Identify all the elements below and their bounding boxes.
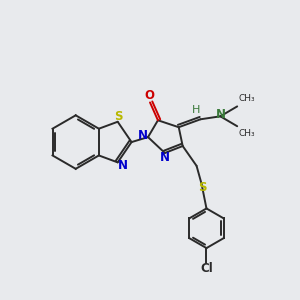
- Text: S: S: [198, 181, 207, 194]
- Text: H: H: [191, 105, 200, 116]
- Text: N: N: [160, 152, 170, 164]
- Text: N: N: [118, 159, 128, 172]
- Text: CH₃: CH₃: [238, 94, 255, 103]
- Text: N: N: [216, 108, 226, 121]
- Text: N: N: [138, 129, 148, 142]
- Text: S: S: [114, 110, 123, 123]
- Text: CH₃: CH₃: [238, 129, 255, 138]
- Text: O: O: [144, 89, 154, 102]
- Text: Cl: Cl: [200, 262, 213, 275]
